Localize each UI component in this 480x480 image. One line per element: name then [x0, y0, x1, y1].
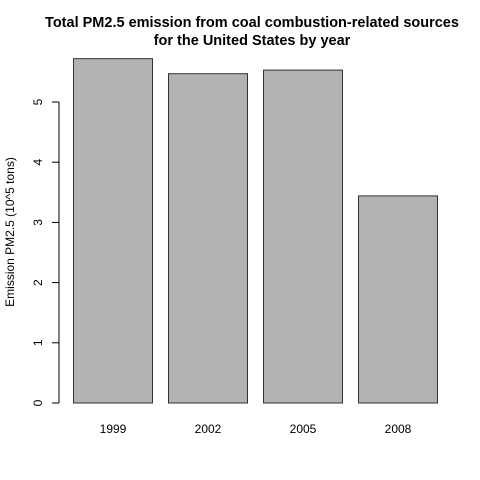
- y-tick-label: 2: [31, 279, 45, 286]
- bars-group: [73, 58, 438, 404]
- chart-title-line-1: Total PM2.5 emission from coal combustio…: [45, 15, 459, 31]
- x-tick-label: 2005: [290, 422, 317, 436]
- y-axis-label: Emission PM2.5 (10^5 tons): [3, 157, 17, 307]
- y-tick-label: 4: [31, 159, 45, 166]
- chart-title-line-2: for the United States by year: [154, 33, 351, 49]
- y-tick-label: 5: [31, 98, 45, 105]
- x-tick-label: 2002: [195, 422, 222, 436]
- bar-2002: [168, 73, 248, 404]
- x-tick-label: 2008: [385, 422, 412, 436]
- y-tick-label: 1: [31, 339, 45, 346]
- x-axis-labels: 1999 2002 2005 2008: [100, 422, 412, 436]
- bar-2005: [263, 69, 343, 404]
- bar-1999: [73, 58, 153, 404]
- y-tick-label: 0: [31, 399, 45, 406]
- x-tick-label: 1999: [100, 422, 127, 436]
- y-tick-label: 3: [31, 219, 45, 226]
- bar-2008: [358, 195, 438, 404]
- y-axis-ticks: 0 1 2 3 4 5: [31, 98, 59, 406]
